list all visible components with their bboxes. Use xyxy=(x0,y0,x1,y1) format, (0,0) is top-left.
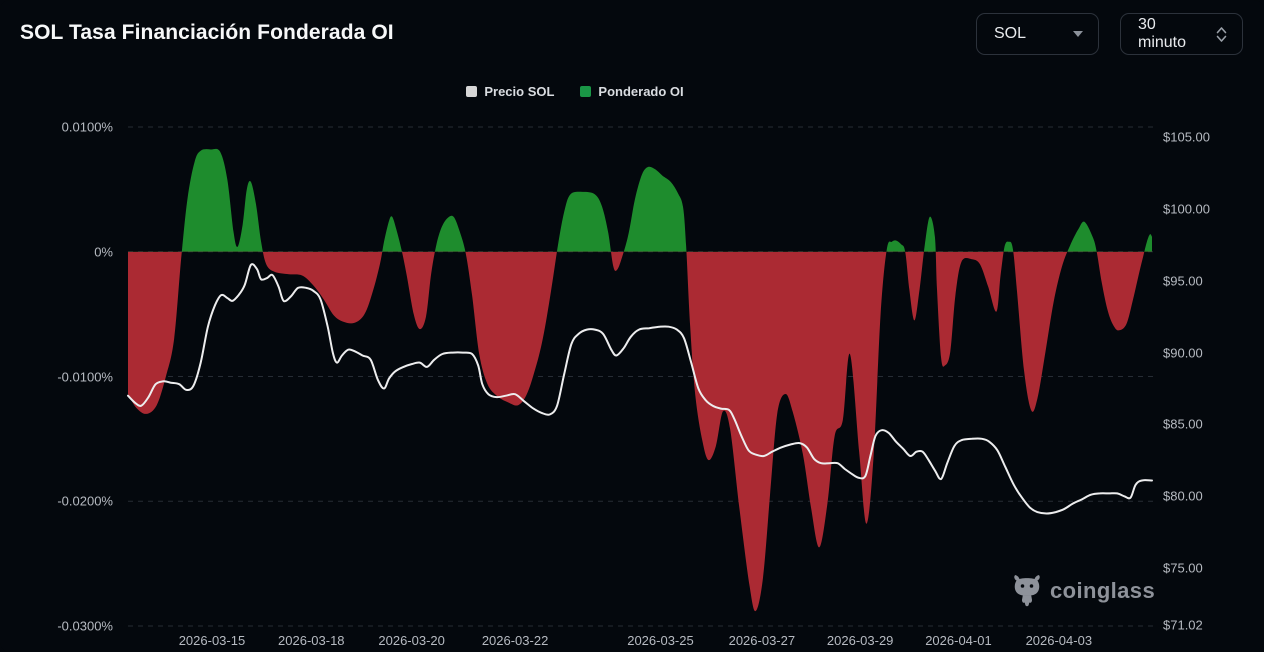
x-axis-label: 2026-03-27 xyxy=(728,633,796,648)
y-axis-label-left: -0.0200% xyxy=(57,493,113,509)
y-axis-label-right: $105.00 xyxy=(1163,129,1210,145)
y-axis-label-right: $75.00 xyxy=(1163,560,1203,576)
y-axis-label-left: -0.0300% xyxy=(57,618,113,634)
x-axis-label: 2026-04-03 xyxy=(1025,633,1093,648)
legend-item-precio-sol[interactable]: Precio SOL xyxy=(466,84,554,99)
price-line xyxy=(127,263,1153,515)
y-axis-label-right: $71.02 xyxy=(1163,617,1203,633)
y-axis-label-right: $85.00 xyxy=(1163,416,1203,432)
spinner-updown-icon xyxy=(1216,26,1227,43)
legend-item-ponderado-oi[interactable]: Ponderado OI xyxy=(580,84,684,99)
coinglass-wordmark: coinglass xyxy=(1050,578,1156,603)
y-axis-label-right: $80.00 xyxy=(1163,488,1203,504)
y-axis-label-right: $90.00 xyxy=(1163,345,1203,361)
chevron-down-icon xyxy=(1073,31,1083,37)
x-axis-label: 2026-04-01 xyxy=(925,633,992,648)
x-axis-label: 2026-03-25 xyxy=(627,633,694,648)
y-axis-label-left: 0% xyxy=(94,244,113,260)
coinglass-logo-icon xyxy=(1014,575,1040,607)
interval-select[interactable]: 30 minuto xyxy=(1120,13,1243,55)
y-axis-label-left: -0.0100% xyxy=(57,369,113,384)
coinglass-watermark: coinglass xyxy=(1012,574,1155,608)
x-axis-label: 2026-03-18 xyxy=(278,633,345,648)
x-axis-label: 2026-03-15 xyxy=(178,633,246,648)
y-axis-label-right: $100.00 xyxy=(1163,201,1210,217)
page-title: SOL Tasa Financiación Fonderada OI xyxy=(20,21,394,44)
y-axis-label-left: 0.0100% xyxy=(61,119,113,135)
x-axis-label: 2026-03-20 xyxy=(378,633,445,648)
funding-area-positive xyxy=(181,148,1152,252)
funding-area-negative xyxy=(128,251,1152,612)
symbol-select[interactable]: SOL xyxy=(976,13,1099,55)
legend-label: Ponderado OI xyxy=(598,84,684,99)
symbol-select-value: SOL xyxy=(994,25,1027,42)
x-axis-label: 2026-03-22 xyxy=(481,633,549,648)
legend-swatch-precio-sol xyxy=(466,86,478,97)
legend: Precio SOL Ponderado OI xyxy=(0,84,1150,99)
y-axis-label-right: $95.00 xyxy=(1163,273,1203,289)
legend-swatch-ponderado-oi xyxy=(580,86,592,97)
legend-label: Precio SOL xyxy=(484,84,555,99)
interval-select-value: 30 minuto xyxy=(1138,16,1187,51)
x-axis-label: 2026-03-29 xyxy=(826,633,894,648)
